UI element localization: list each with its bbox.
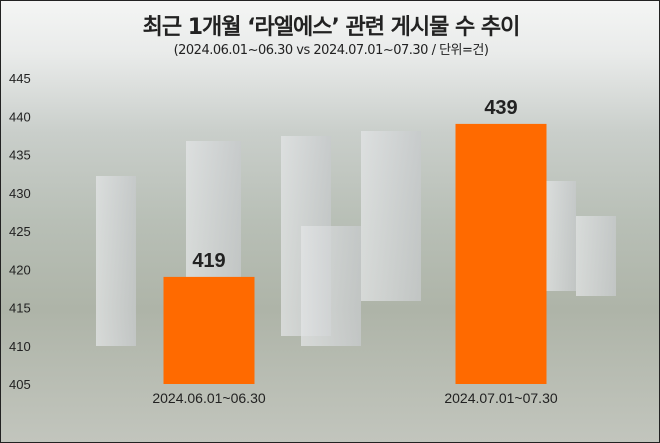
background-building — [301, 226, 361, 346]
y-tick-label: 410 — [9, 339, 31, 354]
y-tick-label: 440 — [9, 109, 31, 124]
y-tick-label: 430 — [9, 186, 31, 201]
x-tick-label: 2024.06.01~06.30 — [152, 390, 265, 406]
chart-subtitle: (2024.06.01~06.30 vs 2024.07.01~07.30 / … — [173, 43, 489, 58]
y-tick-label: 445 — [9, 71, 31, 86]
background-building — [186, 141, 241, 291]
y-tick-label: 420 — [9, 262, 31, 277]
data-label: 439 — [484, 97, 517, 119]
bar — [455, 123, 547, 385]
background-building — [361, 131, 421, 301]
y-tick-label: 415 — [9, 301, 31, 316]
x-tick-label: 2024.07.01~07.30 — [444, 390, 557, 406]
data-label: 419 — [192, 250, 225, 272]
bar — [163, 276, 255, 384]
y-tick-label: 435 — [9, 148, 31, 163]
background-building — [96, 176, 136, 346]
background-building — [576, 216, 616, 296]
y-tick-label: 405 — [9, 377, 31, 392]
chart-title: 최근 1개월 ‘라엘에스’ 관련 게시물 수 추이 — [142, 15, 521, 40]
y-tick-label: 425 — [9, 224, 31, 239]
background-building — [546, 181, 576, 291]
